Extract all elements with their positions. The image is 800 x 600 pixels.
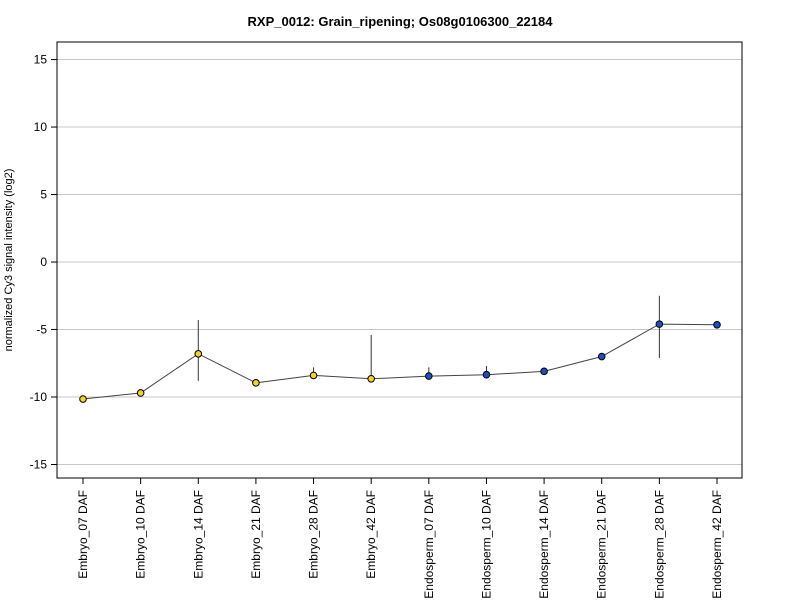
data-point bbox=[482, 370, 491, 379]
data-point bbox=[194, 350, 203, 358]
data-point bbox=[309, 371, 318, 380]
data-point bbox=[540, 367, 548, 376]
plot-frame bbox=[56, 41, 743, 479]
x-tick-label: Endosperm_14 DAF bbox=[537, 490, 551, 599]
y-tick-label: 5 bbox=[40, 188, 47, 202]
data-point bbox=[367, 374, 375, 383]
x-tick-label: Embryo_10 DAF bbox=[134, 490, 148, 579]
y-tick-label: -15 bbox=[30, 458, 48, 472]
data-point bbox=[597, 352, 606, 361]
x-tick-label: Embryo_21 DAF bbox=[249, 490, 263, 579]
y-axis-label: normalized Cy3 signal intensity (log2) bbox=[3, 169, 15, 352]
y-axis-ticks: 15 10 5 0 -5 -10 -15 bbox=[30, 53, 57, 472]
x-tick-label: Endosperm_28 DAF bbox=[652, 490, 666, 599]
x-tick-label: Endosperm_07 DAF bbox=[422, 490, 436, 599]
x-axis-ticks: Embryo_07 DAF Embryo_10 DAF Embryo_14 DAF E… bbox=[76, 478, 724, 599]
data-point bbox=[713, 320, 721, 329]
data-points bbox=[79, 320, 721, 403]
x-tick-label: Endosperm_21 DAF bbox=[595, 490, 609, 599]
x-tick-label: Embryo_28 DAF bbox=[307, 490, 321, 579]
data-point bbox=[79, 395, 87, 403]
data-point bbox=[136, 389, 145, 397]
x-tick-label: Embryo_07 DAF bbox=[76, 490, 90, 579]
y-tick-label: 10 bbox=[34, 120, 48, 134]
grid bbox=[57, 59, 742, 466]
y-tick-label: 0 bbox=[40, 255, 47, 269]
y-tick-label: 15 bbox=[34, 53, 48, 67]
series-polyline bbox=[82, 323, 718, 400]
x-tick-label: Embryo_42 DAF bbox=[364, 490, 378, 579]
error-bars bbox=[140, 295, 718, 395]
x-tick-label: Endosperm_42 DAF bbox=[710, 490, 724, 599]
x-tick-label: Endosperm_10 DAF bbox=[479, 490, 493, 599]
chart-title: RXP_0012: Grain_ripening; Os08g0106300_2… bbox=[248, 14, 554, 29]
data-point bbox=[655, 320, 664, 328]
data-point bbox=[252, 379, 260, 387]
y-tick-label: -10 bbox=[30, 390, 48, 404]
series-line bbox=[82, 323, 718, 400]
y-tick-label: -5 bbox=[36, 323, 47, 337]
x-tick-label: Embryo_14 DAF bbox=[191, 490, 205, 579]
data-point bbox=[425, 372, 433, 380]
